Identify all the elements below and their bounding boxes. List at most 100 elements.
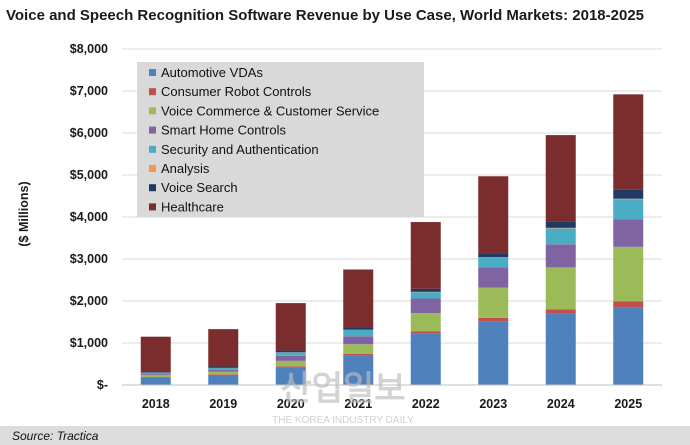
y-tick-label: $2,000	[70, 294, 108, 308]
bar-segment	[275, 350, 306, 353]
bar-segment	[545, 227, 576, 229]
bar-segment	[410, 331, 441, 334]
bar-segment	[208, 367, 239, 370]
source-bar	[0, 426, 690, 445]
y-tick-label: $-	[97, 378, 108, 392]
legend-swatch	[149, 184, 156, 192]
legend-swatch	[149, 203, 156, 211]
bar-segment	[275, 367, 306, 385]
legend-label: Voice Commerce & Customer Service	[161, 103, 379, 118]
bar-segment	[410, 313, 441, 332]
legend-swatch	[149, 165, 156, 172]
bar-segment	[140, 371, 171, 373]
legend-label: Healthcare	[161, 199, 224, 214]
bar-segment	[208, 374, 239, 375]
bar-segment	[208, 371, 239, 375]
legend-label: Smart Home Controls	[161, 123, 286, 138]
legend-label: Voice Search	[161, 180, 238, 195]
bar-segment	[275, 303, 306, 351]
legend-swatch	[149, 126, 156, 134]
source-text: Source: Tractica	[12, 429, 99, 443]
x-tick-label: 2020	[277, 397, 305, 411]
bar-segment	[208, 329, 239, 367]
bar-segment	[410, 288, 441, 292]
watermark: 산업일보 THE KOREA INDUSTRY DAILY	[272, 370, 414, 426]
bar-segment	[140, 373, 171, 375]
bar-segment	[343, 269, 374, 328]
x-tick-label: 2019	[209, 397, 237, 411]
bar-segment	[208, 374, 239, 385]
bar-segment	[478, 176, 509, 254]
y-tick-label: $8,000	[70, 42, 108, 56]
bar-segment	[613, 189, 644, 199]
bar-segment	[275, 355, 306, 361]
bar-segment	[208, 366, 239, 368]
bar-segment	[478, 287, 509, 318]
x-tick-label: 2023	[479, 397, 507, 411]
bar-segment	[613, 301, 644, 308]
x-tick-label: 2018	[142, 397, 170, 411]
legend-label: Automotive VDAs	[161, 65, 263, 80]
x-tick-label: 2022	[412, 397, 440, 411]
bar-segment	[410, 292, 441, 299]
y-tick-labels: $- $1,000 $2,000 $3,000 $4,000 $5,000 $6,000 $7…	[70, 42, 108, 392]
chart-title: Voice and Speech Recognition Software Re…	[6, 7, 644, 24]
bar-segment	[140, 374, 171, 378]
bar-segment	[613, 219, 644, 247]
legend-label: Consumer Robot Controls	[161, 84, 312, 99]
bar-segment	[410, 298, 441, 314]
bar-segment	[275, 352, 306, 356]
bar-segment	[545, 135, 576, 222]
bar-segment	[613, 94, 644, 190]
bars	[140, 94, 644, 385]
x-tick-label: 2025	[614, 397, 642, 411]
bar-segment	[343, 355, 374, 385]
bar-segment	[410, 333, 441, 385]
legend-swatch	[149, 88, 156, 96]
watermark-main: 산업일보	[280, 370, 405, 408]
y-tick-label: $5,000	[70, 168, 108, 182]
bar-segment	[613, 199, 644, 220]
bar-segment	[545, 309, 576, 314]
y-axis-label: ($ Millions)	[17, 181, 31, 246]
bar-segment	[343, 336, 374, 345]
legend-background	[137, 62, 424, 217]
bar-segment	[545, 267, 576, 310]
bar-segment	[478, 257, 509, 268]
bar-segment	[478, 267, 509, 288]
bar-segment	[343, 329, 374, 337]
bar-segment	[613, 307, 644, 385]
y-tick-label: $6,000	[70, 126, 108, 140]
bar-segment	[208, 369, 239, 372]
bar-segment	[343, 327, 374, 330]
bar-segment	[478, 253, 509, 258]
bar-segment	[613, 198, 644, 200]
bar-segment	[410, 222, 441, 289]
bar-segment	[545, 228, 576, 245]
bar-segment	[478, 317, 509, 322]
legend-label: Security and Authentication	[161, 142, 319, 157]
bar-segment	[545, 313, 576, 385]
legend-swatch	[149, 107, 156, 115]
x-tick-label: 2021	[344, 397, 372, 411]
y-tick-label: $7,000	[70, 84, 108, 98]
bar-segment	[545, 221, 576, 228]
bar-segment	[343, 353, 374, 356]
watermark-sub: THE KOREA INDUSTRY DAILY	[272, 415, 414, 426]
y-tick-label: $3,000	[70, 252, 108, 266]
bar-segment	[275, 366, 306, 368]
bar-segment	[343, 344, 374, 354]
y-tick-label: $1,000	[70, 336, 108, 350]
bar-segment	[478, 321, 509, 385]
bar-segment	[140, 377, 171, 385]
legend-swatch	[149, 69, 156, 76]
x-tick-label: 2024	[547, 397, 575, 411]
bar-segment	[613, 246, 644, 302]
bar-segment	[275, 360, 306, 367]
legend: Automotive VDAs Consumer Robot Controls Vo…	[137, 62, 424, 217]
y-tick-label: $4,000	[70, 210, 108, 224]
legend-swatch	[149, 145, 156, 153]
x-tick-labels: 2018 2019 2020 2021 2022 2023 2024 2025	[142, 397, 642, 411]
